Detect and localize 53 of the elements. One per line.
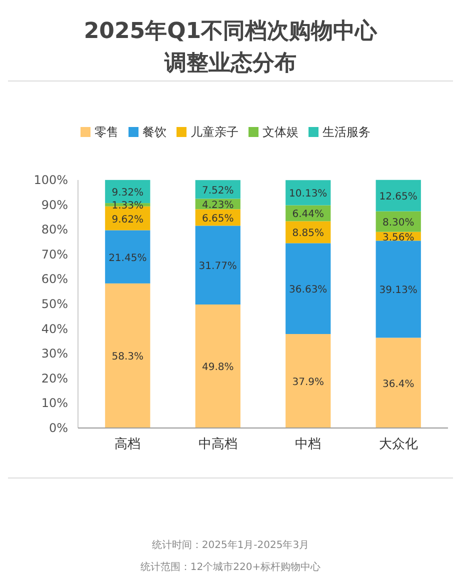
legend-label: 儿童亲子 xyxy=(190,125,238,139)
bar xyxy=(105,230,150,284)
legend-label: 文体娱 xyxy=(262,125,298,139)
y-tick-label: 80% xyxy=(41,222,68,237)
bar xyxy=(195,226,240,304)
data-label: 36.4% xyxy=(382,378,414,390)
y-tick-label: 70% xyxy=(41,247,68,262)
data-label: 4.23% xyxy=(202,200,234,211)
legend-label: 餐饮 xyxy=(142,125,166,139)
legend-label: 生活服务 xyxy=(322,125,370,139)
data-label: 37.9% xyxy=(292,377,324,388)
data-label: 58.3% xyxy=(112,352,144,363)
chart-title: 2025年Q1不同档次购物中心 xyxy=(84,18,378,44)
data-label: 12.65% xyxy=(379,192,418,203)
chart-subtitle: 调整业态分布 xyxy=(164,51,296,76)
data-label: 49.8% xyxy=(202,362,234,374)
text: 统计时间：2025年1月-2025年3月 xyxy=(152,539,310,551)
y-tick-label: 40% xyxy=(41,322,68,336)
bar xyxy=(376,338,421,428)
data-label: 7.52% xyxy=(202,185,234,196)
y-tick-label: 10% xyxy=(41,396,68,410)
data-label: 31.77% xyxy=(198,261,237,272)
data-label: 10.13% xyxy=(289,188,328,200)
data-label: 9.32% xyxy=(112,188,144,199)
bar xyxy=(376,180,421,212)
y-tick-label: 100% xyxy=(34,173,68,187)
data-label: 36.63% xyxy=(289,284,328,296)
x-tick-label: 中档 xyxy=(295,437,322,452)
bar xyxy=(195,304,240,428)
bar xyxy=(105,283,150,428)
y-tick-label: 30% xyxy=(41,346,68,361)
data-label: 9.62% xyxy=(112,214,144,226)
data-label: 6.44% xyxy=(292,209,324,220)
data-label: 39.13% xyxy=(379,285,418,296)
x-tick-label: 大众化 xyxy=(378,437,418,452)
y-tick-label: 20% xyxy=(41,371,68,386)
bar xyxy=(376,240,421,338)
data-label: 1.33% xyxy=(112,200,144,212)
data-label: 8.85% xyxy=(292,228,324,240)
data-label: 6.65% xyxy=(202,213,234,224)
y-tick-label: 60% xyxy=(41,272,68,286)
y-tick-label: 0% xyxy=(48,421,68,435)
x-tick-label: 中高档 xyxy=(198,436,238,452)
data-label: 21.45% xyxy=(108,252,147,264)
legend-label: 零售 xyxy=(94,125,118,139)
x-tick-label: 高档 xyxy=(114,436,141,452)
text: 统计范围：12个城市220+标杆购物中心 xyxy=(140,561,321,573)
bar xyxy=(286,334,331,428)
bar xyxy=(286,243,331,334)
data-label: 8.30% xyxy=(382,218,414,229)
y-tick-label: 50% xyxy=(41,297,68,311)
y-tick-label: 90% xyxy=(41,198,68,212)
data-label: 3.56% xyxy=(382,232,414,244)
